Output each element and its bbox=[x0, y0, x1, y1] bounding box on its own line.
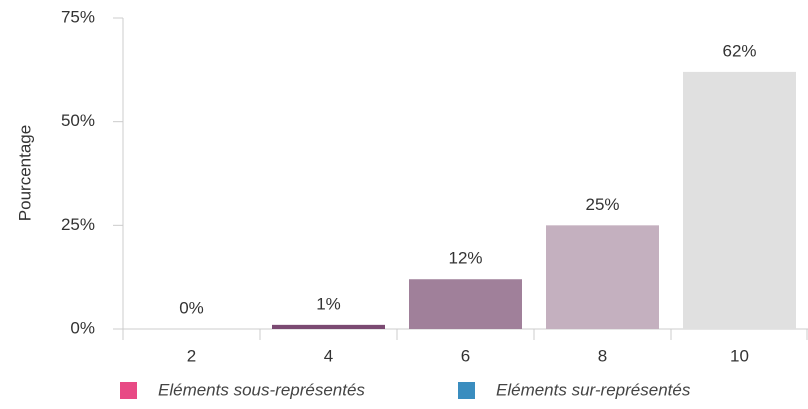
y-tick-label: 0% bbox=[70, 318, 95, 337]
x-tick-label: 6 bbox=[461, 346, 470, 365]
x-tick-label: 10 bbox=[730, 346, 749, 365]
bar bbox=[683, 71, 796, 329]
data-label: 25% bbox=[585, 195, 619, 214]
legend-swatch bbox=[120, 382, 137, 399]
x-tick-label: 8 bbox=[598, 346, 607, 365]
data-label: 62% bbox=[722, 41, 756, 60]
data-label: 1% bbox=[316, 294, 341, 313]
legend-swatch bbox=[458, 382, 475, 399]
data-label: 0% bbox=[179, 298, 204, 317]
y-axis-label: Pourcentage bbox=[15, 125, 34, 221]
legend-text: Eléments sur-représentés bbox=[496, 380, 691, 399]
y-tick-label: 50% bbox=[61, 111, 95, 130]
y-tick-label: 75% bbox=[61, 7, 95, 26]
y-tick-label: 25% bbox=[61, 215, 95, 234]
x-tick-label: 4 bbox=[324, 346, 333, 365]
data-label: 12% bbox=[448, 249, 482, 268]
bar bbox=[272, 324, 385, 329]
bar bbox=[546, 225, 659, 329]
bar bbox=[409, 279, 522, 329]
x-tick-label: 2 bbox=[187, 346, 196, 365]
legend-text: Eléments sous-représentés bbox=[158, 380, 365, 399]
